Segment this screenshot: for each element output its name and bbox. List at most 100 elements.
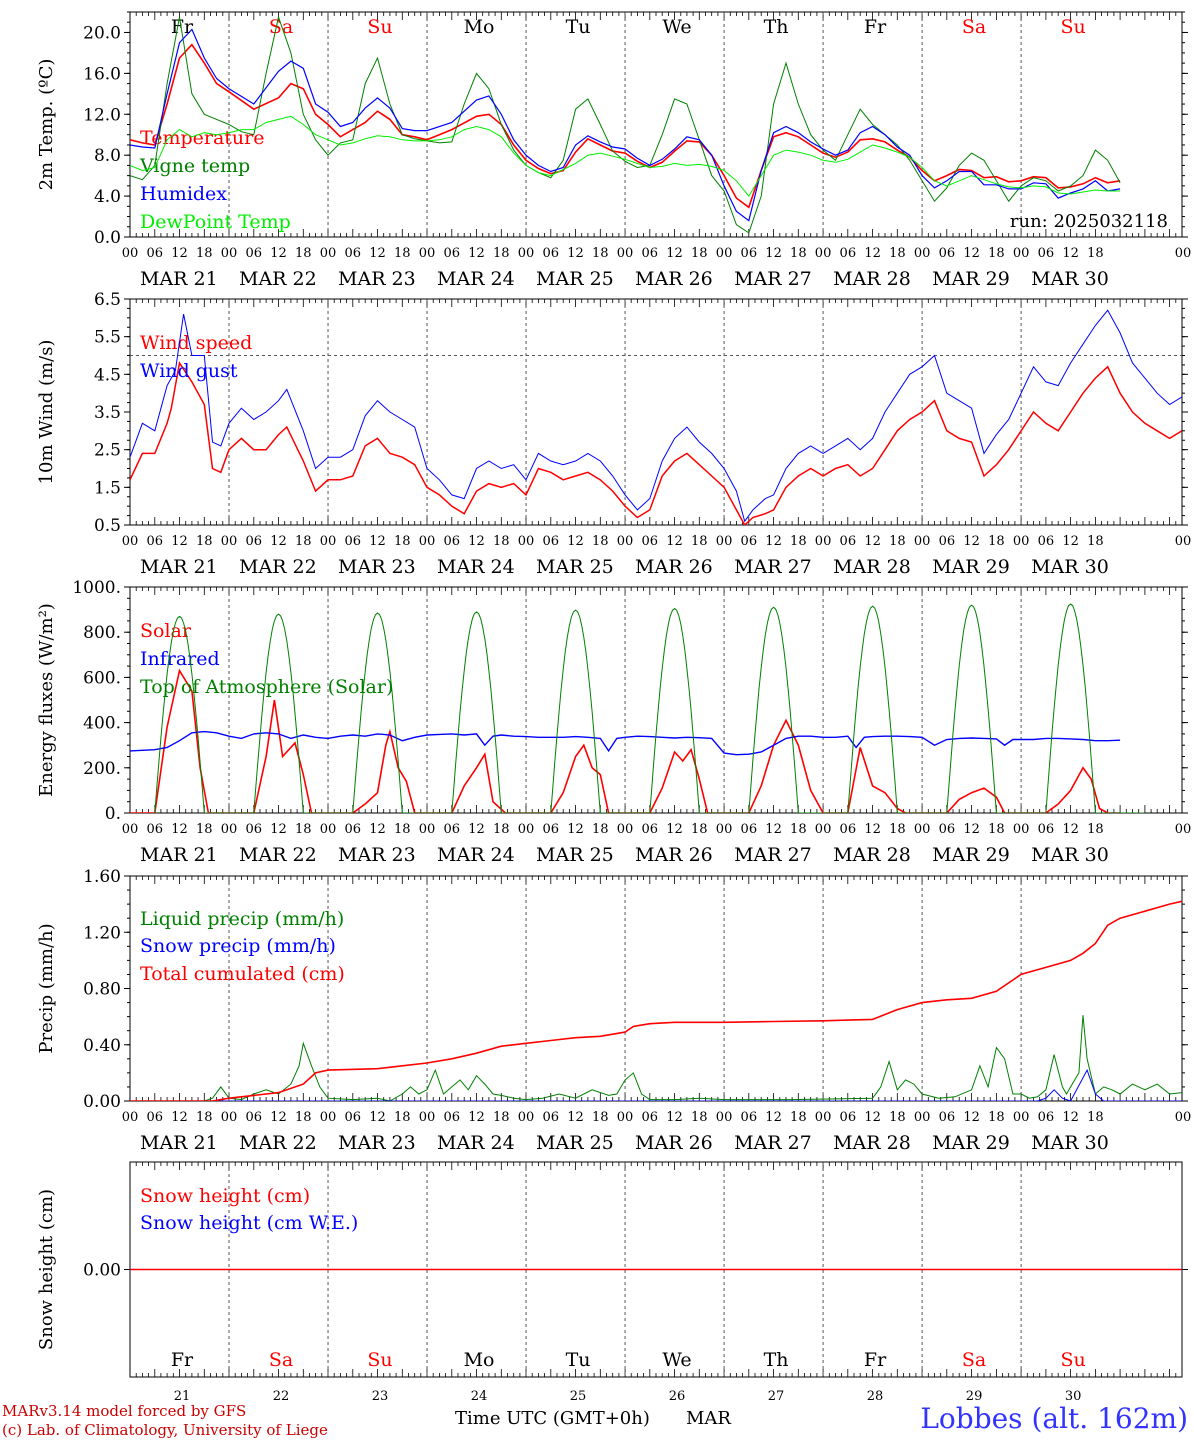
y-axis-label: 10m Wind (m/s) <box>36 340 57 485</box>
hour-tick-label: 12 <box>765 246 782 261</box>
hour-tick-label: 00 <box>1013 246 1030 261</box>
hour-tick-label: 00 <box>221 822 238 837</box>
series-line <box>130 1015 1182 1101</box>
hour-tick-label: 18 <box>196 822 213 837</box>
hour-tick-label: 18 <box>493 822 510 837</box>
legend-label: DewPoint Temp <box>140 211 291 233</box>
hour-tick-label: 00 <box>518 822 535 837</box>
hour-tick-label: 12 <box>567 822 584 837</box>
y-tick-label: 200. <box>83 759 121 779</box>
hour-tick-label: 00 <box>815 534 832 549</box>
hour-tick-label: 12 <box>171 534 188 549</box>
hour-tick-label: 06 <box>840 1110 857 1125</box>
hour-tick-label: 00 <box>1013 534 1030 549</box>
y-tick-label: 16.0 <box>83 64 121 84</box>
hour-tick-label: 18 <box>790 246 807 261</box>
hour-tick-label: 12 <box>567 1110 584 1125</box>
hour-tick-label: 18 <box>790 1110 807 1125</box>
hour-tick-label: 00 <box>419 246 436 261</box>
y-tick-label: 1.60 <box>83 867 121 887</box>
hour-tick-label: 18 <box>889 1110 906 1125</box>
hour-tick-label: 06 <box>245 822 262 837</box>
date-label: MAR 28 <box>833 844 911 866</box>
weekday-label: Mo <box>464 1349 495 1371</box>
hour-tick-label: 18 <box>295 246 312 261</box>
weekday-label: Tu <box>566 16 591 38</box>
hour-tick-label: 00 <box>1013 1110 1030 1125</box>
legend-label: Infrared <box>140 648 220 670</box>
hour-tick-label: 18 <box>889 246 906 261</box>
hour-tick-label: 12 <box>369 534 386 549</box>
hour-tick-label: 00 <box>419 534 436 549</box>
weekday-label: Fr <box>864 16 887 38</box>
hour-tick-label: 18 <box>196 534 213 549</box>
y-axis-label: Precip (mm/h) <box>36 923 57 1053</box>
hour-tick-label: 18 <box>691 246 708 261</box>
hour-tick-label: 06 <box>444 822 461 837</box>
hour-tick-label: 00 <box>1175 822 1192 837</box>
y-tick-label: 0. <box>105 804 121 824</box>
hour-tick-label: 12 <box>270 822 287 837</box>
hour-tick-label: 12 <box>963 822 980 837</box>
day-number: 21 <box>174 1389 191 1404</box>
hour-tick-label: 06 <box>345 246 362 261</box>
legend-label: Wind speed <box>140 332 252 354</box>
hour-tick-label: 06 <box>543 1110 560 1125</box>
hour-tick-label: 18 <box>691 1110 708 1125</box>
date-label: MAR 24 <box>437 556 515 578</box>
hour-tick-label: 06 <box>146 534 163 549</box>
hour-tick-label: 18 <box>394 534 411 549</box>
hour-tick-label: 06 <box>840 246 857 261</box>
y-tick-label: 600. <box>83 668 121 688</box>
hour-tick-label: 06 <box>1038 534 1055 549</box>
hour-tick-label: 12 <box>468 246 485 261</box>
hour-tick-label: 12 <box>864 534 881 549</box>
weekday-label: Tu <box>566 1349 591 1371</box>
y-tick-label: 1.5 <box>94 478 121 498</box>
hour-tick-label: 18 <box>889 822 906 837</box>
y-tick-label: 2.5 <box>94 441 121 461</box>
weekday-label: Fr <box>864 1349 887 1371</box>
hour-tick-label: 00 <box>1175 1110 1192 1125</box>
hour-tick-label: 00 <box>1013 822 1030 837</box>
hour-tick-label: 18 <box>988 246 1005 261</box>
date-label: MAR 29 <box>932 1132 1010 1154</box>
series-line <box>130 1068 1182 1101</box>
hour-tick-label: 06 <box>939 534 956 549</box>
day-number: 27 <box>768 1389 785 1404</box>
y-tick-label: 0.80 <box>83 980 121 1000</box>
date-label: MAR 28 <box>833 1132 911 1154</box>
hour-tick-label: 06 <box>543 822 560 837</box>
time-ticks <box>129 299 1183 525</box>
hour-tick-label: 12 <box>666 246 683 261</box>
hour-tick-label: 06 <box>741 822 758 837</box>
hour-tick-label: 12 <box>864 246 881 261</box>
hour-tick-label: 06 <box>146 246 163 261</box>
series-line <box>130 668 1121 813</box>
date-label: MAR 30 <box>1031 1132 1109 1154</box>
y-tick-label: 4.5 <box>94 365 121 385</box>
hour-tick-label: 18 <box>493 1110 510 1125</box>
hour-tick-label: 12 <box>864 1110 881 1125</box>
hour-tick-label: 18 <box>988 534 1005 549</box>
hour-tick-label: 18 <box>790 822 807 837</box>
weekday-label: Th <box>764 16 789 38</box>
date-label: MAR 27 <box>734 1132 812 1154</box>
hour-tick-label: 00 <box>320 1110 337 1125</box>
weekday-label: Su <box>1060 1349 1085 1371</box>
y-tick-label: 1000. <box>72 578 121 598</box>
y-tick-label: 1.20 <box>83 923 121 943</box>
hour-tick-label: 12 <box>765 1110 782 1125</box>
date-label: MAR 25 <box>536 1132 614 1154</box>
hour-tick-label: 18 <box>1087 822 1104 837</box>
date-label: MAR 27 <box>734 268 812 290</box>
legend-label: Snow precip (mm/h) <box>140 935 336 957</box>
y-tick-label: 0.40 <box>83 1036 121 1056</box>
hour-tick-label: 00 <box>617 1110 634 1125</box>
hour-tick-label: 06 <box>840 822 857 837</box>
hour-tick-label: 18 <box>691 534 708 549</box>
hour-tick-label: 12 <box>666 822 683 837</box>
hour-tick-label: 12 <box>963 246 980 261</box>
series-line <box>130 900 1182 1101</box>
day-number: 25 <box>570 1389 587 1404</box>
